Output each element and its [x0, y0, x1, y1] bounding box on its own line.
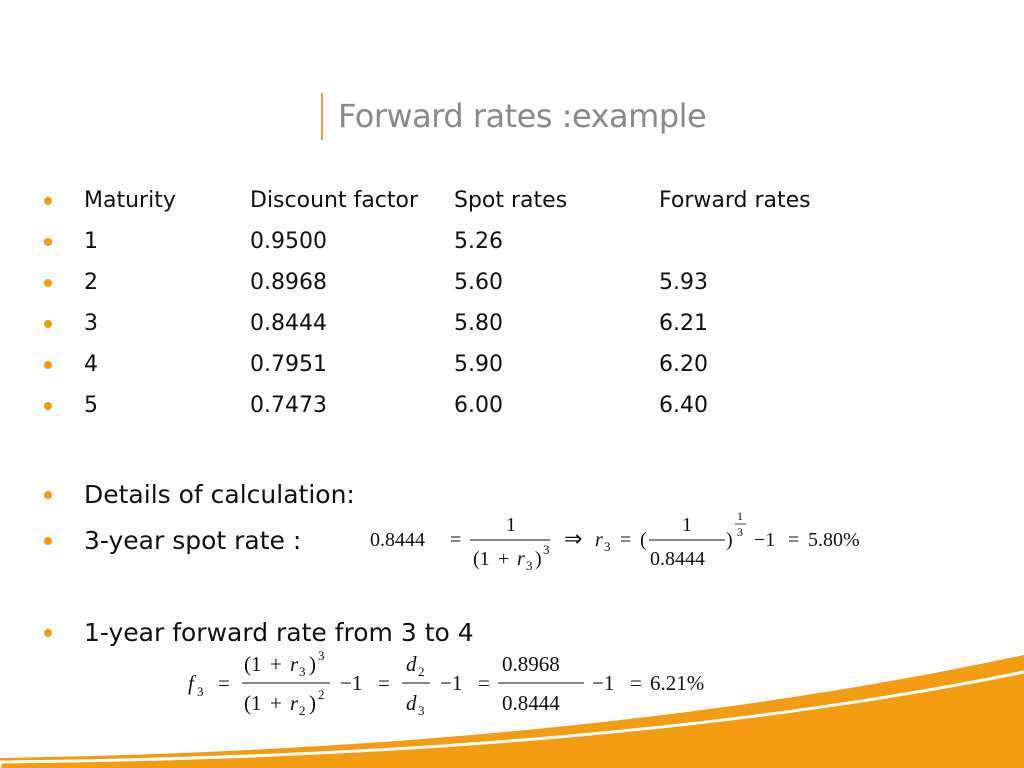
bullet-dot — [44, 361, 52, 369]
bullet-dot — [44, 402, 52, 410]
table-cell: 6.21 — [659, 311, 708, 336]
eq1-r2-sub: 3 — [604, 539, 611, 554]
spot-rate-result: 5.80% — [808, 529, 860, 551]
forward-rate-result: 6.21% — [650, 671, 704, 695]
eq2-equals3: = — [478, 671, 490, 695]
eq2-f-sub: 3 — [197, 684, 204, 699]
details-heading: Details of calculation: — [84, 480, 355, 509]
eq1-plus: + — [498, 548, 509, 570]
title-accent-line — [321, 93, 323, 140]
bullet-dot — [44, 320, 52, 328]
eq1-equals2: = — [620, 529, 631, 551]
spot-rate-label: 3-year spot rate : — [84, 526, 302, 555]
table-cell: 1 — [84, 229, 98, 254]
eq2-d-num-sub: 2 — [418, 664, 425, 679]
header-forward-rates: Forward rates — [659, 188, 811, 213]
eq1-minus-one: −1 — [754, 529, 775, 551]
table-cell: 5.90 — [454, 352, 503, 377]
eq2-num-open: (1 — [244, 652, 262, 676]
eq1-paren-close: ) — [726, 529, 733, 551]
exp-numerator: 1 — [737, 509, 743, 523]
table-cell: 5.26 — [454, 229, 503, 254]
eq2-minus-one: −1 — [340, 671, 362, 695]
table-cell: 6.40 — [659, 393, 708, 418]
eq1-lhs: 0.8444 — [370, 529, 425, 551]
bullet-dot — [44, 537, 52, 545]
table-cell: 5 — [84, 393, 98, 418]
table-cell: 0.8968 — [250, 270, 327, 295]
exp-denominator: 3 — [737, 525, 743, 539]
bullet-dot — [44, 279, 52, 287]
eq2-equals4: = — [630, 671, 642, 695]
table-cell: 5.80 — [454, 311, 503, 336]
slide-title: Forward rates :example — [338, 97, 707, 135]
eq2-minus-one2: −1 — [440, 671, 462, 695]
table-cell: 0.7951 — [250, 352, 327, 377]
table-cell: 0.8444 — [250, 311, 327, 336]
header-maturity: Maturity — [84, 188, 176, 213]
eq1-close: ) — [535, 548, 542, 570]
eq1-paren-open: ( — [640, 529, 647, 551]
eq1-equals3: = — [788, 529, 799, 551]
eq1-r2: r — [595, 529, 603, 551]
forward-rate-label: 1-year forward rate from 3 to 4 — [84, 618, 474, 647]
bullet-dot — [44, 197, 52, 205]
table-cell: 4 — [84, 352, 98, 377]
table-cell: 2 — [84, 270, 98, 295]
implies-arrow: ⇒ — [564, 526, 582, 551]
eq2-denominator: 0.8444 — [502, 691, 560, 715]
eq2-den-pow: 2 — [318, 687, 325, 702]
eq1-den2: 0.8444 — [650, 548, 705, 570]
eq2-f: f — [188, 671, 197, 695]
eq2-d-num: d — [406, 652, 417, 676]
eq1-numerator: 1 — [506, 514, 516, 536]
eq1-r: r — [517, 548, 525, 570]
table-cell: 5.60 — [454, 270, 503, 295]
eq2-num-r: r — [290, 652, 299, 676]
table-cell: 5.93 — [659, 270, 708, 295]
eq2-den-close: ) — [309, 691, 316, 715]
eq1-den-open: (1 — [473, 548, 490, 570]
eq2-den-r: r — [290, 691, 299, 715]
eq2-numerator: 0.8968 — [502, 652, 560, 676]
eq2-num-pow: 3 — [318, 648, 325, 663]
bullet-dot — [44, 238, 52, 246]
eq2-equals2: = — [378, 671, 390, 695]
eq2-d-den-sub: 3 — [418, 703, 425, 718]
eq2-equals: = — [218, 671, 230, 695]
table-cell: 6.20 — [659, 352, 708, 377]
eq2-den-plus: + — [270, 691, 282, 715]
eq2-num-sub: 3 — [299, 664, 306, 679]
eq1-pow3: 3 — [543, 542, 550, 557]
table-cell: 3 — [84, 311, 98, 336]
eq1-equals: = — [450, 529, 461, 551]
eq2-minus-one3: −1 — [592, 671, 614, 695]
table-cell: 0.9500 — [250, 229, 327, 254]
eq1-numerator2: 1 — [682, 514, 692, 536]
table-cell: 6.00 — [454, 393, 503, 418]
header-discount-factor: Discount factor — [250, 188, 419, 213]
bullet-dot — [44, 629, 52, 637]
eq2-d-den: d — [406, 691, 417, 715]
table-cell: 0.7473 — [250, 393, 327, 418]
eq2-num-close: ) — [309, 652, 316, 676]
header-spot-rates: Spot rates — [454, 188, 568, 213]
eq2-num-plus: + — [270, 652, 282, 676]
eq1-sub3: 3 — [526, 558, 533, 573]
forward-rate-equation: f 3 = (1 + r 3 ) 3 (1 + r 2 ) 2 −1 = d 2… — [188, 648, 704, 718]
eq2-den-open: (1 — [244, 691, 262, 715]
spot-rate-equation: 0.8444 = 1 (1 + r 3 ) 3 ⇒ r 3 = ( 1 0.84… — [370, 509, 860, 573]
eq2-den-sub: 2 — [299, 703, 306, 718]
bullet-dot — [44, 491, 52, 499]
